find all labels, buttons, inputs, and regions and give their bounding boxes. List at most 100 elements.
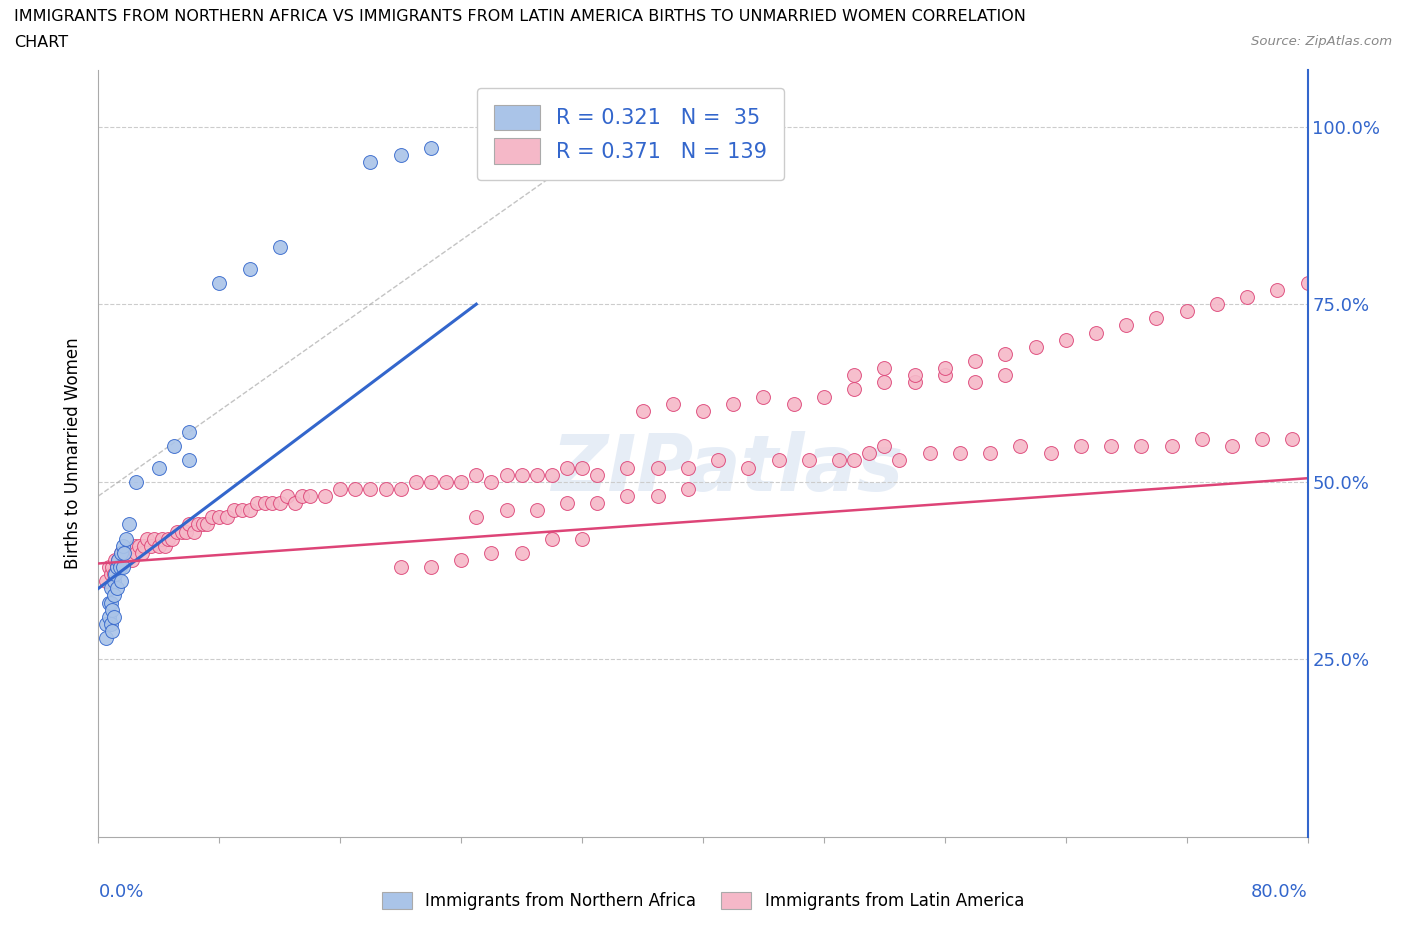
Point [299,488,322,503]
Point [616,488,638,503]
Point [112,545,135,560]
Point [965,353,987,368]
Point [191,517,214,532]
Point [481,474,503,489]
Point [344,482,367,497]
Point [873,375,896,390]
Point [101,560,124,575]
Point [1039,446,1062,461]
Point [495,503,517,518]
Point [1296,275,1319,290]
Point [143,531,166,546]
Text: IMMIGRANTS FROM NORTHERN AFRICA VS IMMIGRANTS FROM LATIN AMERICA BIRTHS TO UNMAR: IMMIGRANTS FROM NORTHERN AFRICA VS IMMIG… [14,9,1026,24]
Point [98,609,121,624]
Point [162,531,184,546]
Point [586,467,609,482]
Point [201,510,224,525]
Point [844,367,866,382]
Point [110,574,132,589]
Point [1191,432,1213,446]
Point [994,347,1017,362]
Point [141,538,163,553]
Point [128,538,150,553]
Point [239,261,262,276]
Point [153,538,176,553]
Point [118,517,141,532]
Point [104,552,127,567]
Point [135,531,157,546]
Text: CHART: CHART [14,35,67,50]
Point [374,482,396,497]
Point [231,503,253,518]
Point [510,467,533,482]
Point [965,375,987,390]
Point [1010,439,1032,454]
Point [540,467,562,482]
Point [246,496,269,511]
Point [1115,318,1137,333]
Point [329,482,352,497]
Point [1220,439,1243,454]
Point [114,531,136,546]
Point [94,617,117,631]
Text: 0.0%: 0.0% [98,884,143,901]
Point [420,560,443,575]
Point [103,566,125,581]
Point [1024,339,1046,354]
Point [616,460,638,475]
Point [253,496,276,511]
Point [101,623,124,638]
Point [844,453,866,468]
Point [495,467,517,482]
Point [586,496,609,511]
Point [389,560,412,575]
Point [1130,439,1153,454]
Point [98,560,121,575]
Point [661,396,683,411]
Point [111,560,134,575]
Point [768,453,790,468]
Point [994,367,1017,382]
Point [94,574,117,589]
Point [208,275,231,290]
Legend: Immigrants from Northern Africa, Immigrants from Latin America: Immigrants from Northern Africa, Immigra… [375,885,1031,917]
Point [1251,432,1274,446]
Text: Source: ZipAtlas.com: Source: ZipAtlas.com [1251,35,1392,48]
Text: 80.0%: 80.0% [1251,884,1308,901]
Point [183,525,205,539]
Point [107,552,129,567]
Y-axis label: Births to Unmarried Women: Births to Unmarried Women [65,338,83,569]
Point [1175,304,1198,319]
Point [555,496,578,511]
Point [110,545,132,560]
Point [904,375,927,390]
Point [269,240,291,255]
Point [1236,289,1258,304]
Point [631,404,654,418]
Point [526,503,548,518]
Point [1160,439,1182,454]
Point [752,389,775,404]
Point [108,560,131,575]
Point [465,467,488,482]
Point [170,525,193,539]
Point [262,496,284,511]
Point [118,545,141,560]
Point [737,460,759,475]
Point [148,460,170,475]
Point [813,389,835,404]
Text: ZIPatlas: ZIPatlas [551,431,903,507]
Point [389,482,412,497]
Point [174,525,197,539]
Point [571,460,593,475]
Point [284,496,307,511]
Point [179,425,201,440]
Point [125,545,148,560]
Point [105,560,128,575]
Point [112,545,135,560]
Point [904,367,927,382]
Point [873,361,896,376]
Point [949,446,972,461]
Point [676,460,699,475]
Point [276,488,298,503]
